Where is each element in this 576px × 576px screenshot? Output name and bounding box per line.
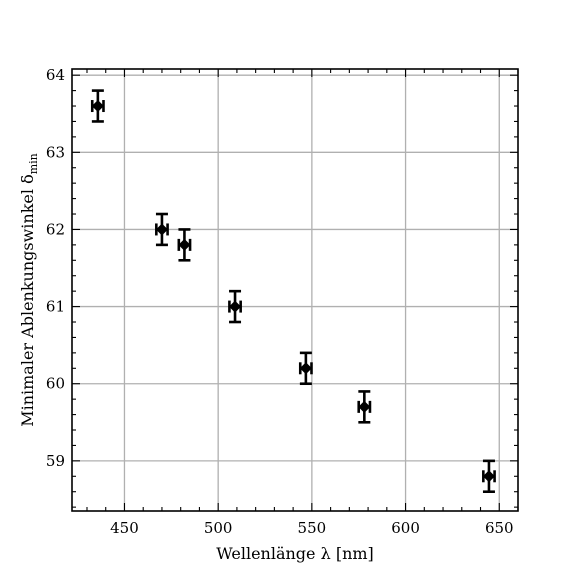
data-points bbox=[90, 89, 496, 494]
x-tick-label: 550 bbox=[298, 519, 327, 537]
minor-ticks bbox=[72, 69, 519, 511]
data-point-group bbox=[177, 228, 192, 262]
y-axis-label: Minimaler Ablenkungswinkel δmin bbox=[18, 153, 40, 427]
data-point-group bbox=[357, 390, 372, 424]
y-tick-label: 62 bbox=[46, 220, 65, 238]
data-point-group bbox=[155, 212, 169, 247]
data-point-group bbox=[298, 351, 313, 386]
data-point-marker bbox=[178, 238, 191, 251]
data-point-marker bbox=[91, 100, 104, 113]
y-axis-label-main: Minimaler Ablenkungswinkel δ bbox=[18, 174, 37, 427]
y-tick-label: 61 bbox=[46, 298, 65, 316]
x-axis-label: Wellenlänge λ [nm] bbox=[216, 544, 374, 563]
data-point-marker bbox=[299, 362, 312, 375]
data-point-marker bbox=[229, 300, 242, 313]
y-axis-label-sub: min bbox=[27, 153, 40, 174]
x-tick-label: 650 bbox=[485, 519, 514, 537]
y-tick-label: 60 bbox=[46, 375, 65, 393]
data-point-group bbox=[90, 89, 105, 123]
x-tick-label: 450 bbox=[110, 519, 139, 537]
grid-lines bbox=[72, 69, 518, 511]
y-tick-labels: 59 60 61 62 63 64 bbox=[46, 66, 65, 470]
y-tick-label: 64 bbox=[46, 66, 65, 84]
x-tick-label: 600 bbox=[391, 519, 420, 537]
major-ticks bbox=[72, 69, 518, 511]
data-point-marker bbox=[155, 223, 168, 236]
y-tick-label: 63 bbox=[46, 143, 65, 161]
data-point-group bbox=[482, 459, 496, 494]
y-tick-label: 59 bbox=[46, 452, 65, 470]
data-point-marker bbox=[358, 400, 371, 413]
x-tick-labels: 450 500 550 600 650 bbox=[110, 519, 513, 537]
plot-frame bbox=[71, 68, 519, 512]
data-point-marker bbox=[482, 470, 495, 483]
data-point-group bbox=[228, 289, 242, 324]
x-tick-label: 500 bbox=[204, 519, 233, 537]
